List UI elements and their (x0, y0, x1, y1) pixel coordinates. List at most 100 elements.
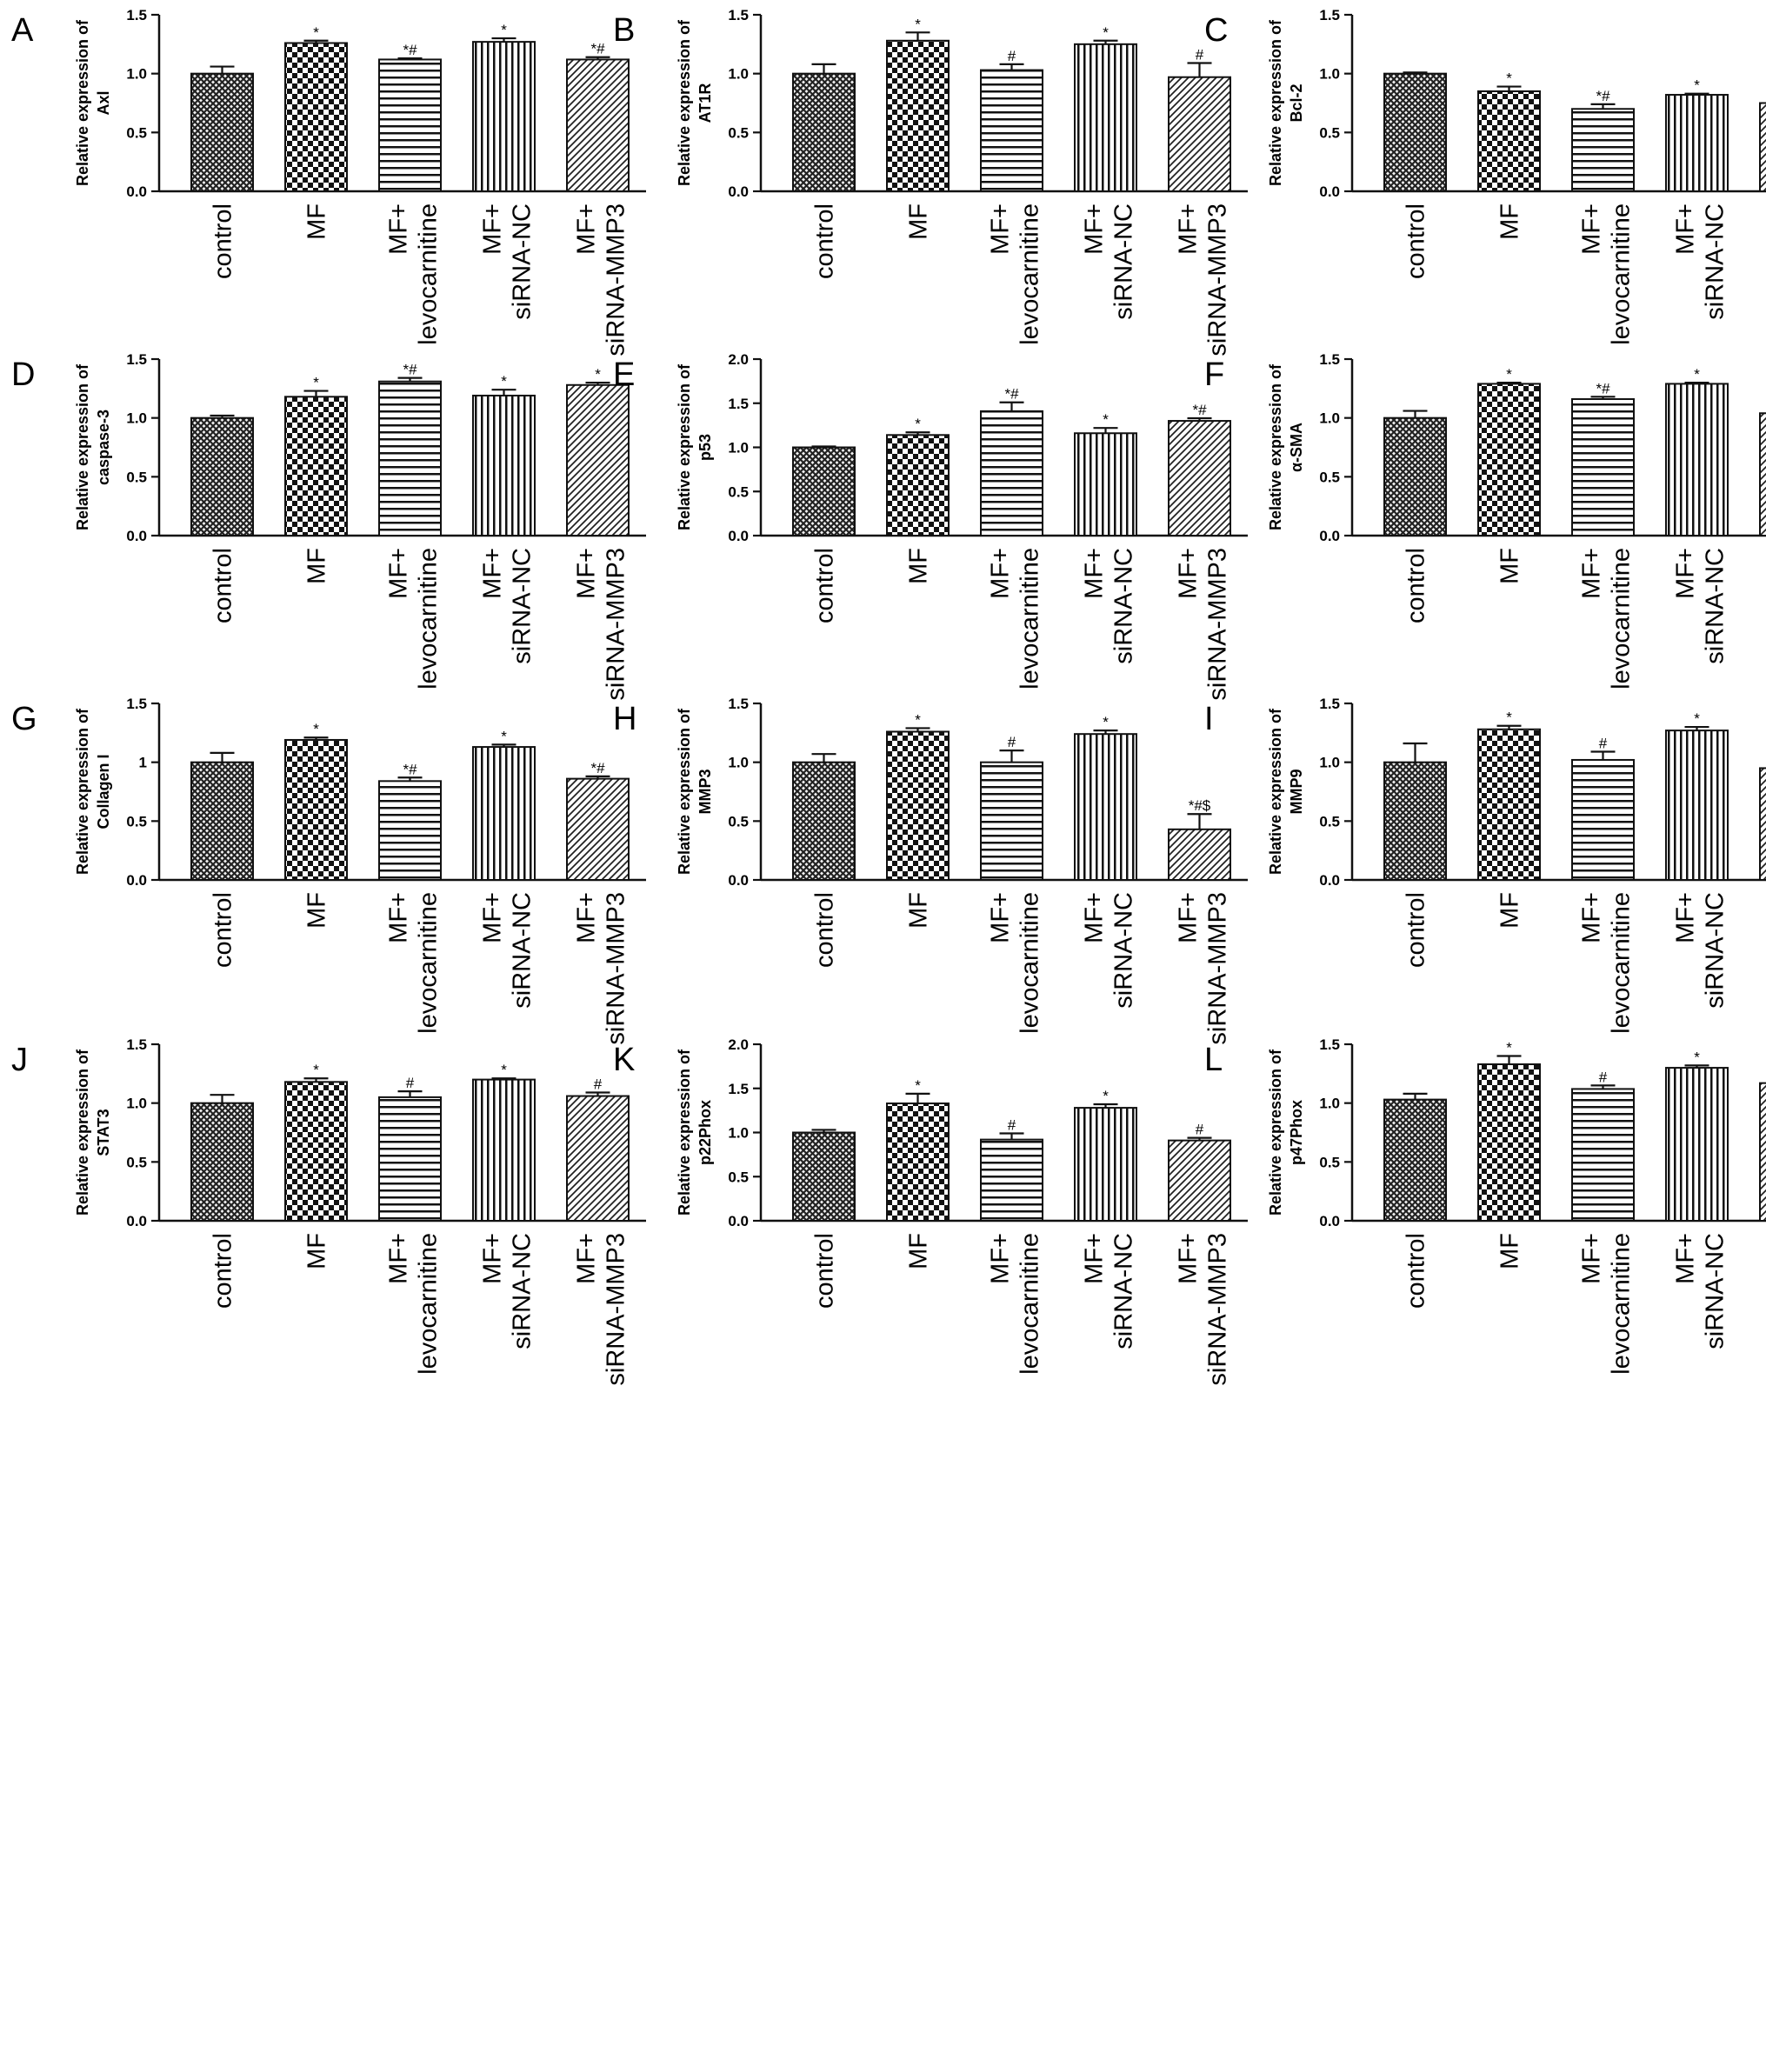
y-axis-title: Relative expression of MMP9 (1267, 708, 1305, 875)
x-tick-label-line: MF+ (987, 203, 1015, 255)
x-tick-label: control (210, 203, 237, 279)
panel-letter: D (11, 356, 35, 393)
x-tick-label: MF+siRNA-NC (479, 548, 536, 664)
x-tick-label-line: MF (303, 548, 331, 584)
bar-l-4 (1760, 1083, 1766, 1221)
x-tick-label: MF+levocarnitine (987, 548, 1044, 690)
significance-mark: # (1008, 1117, 1016, 1134)
panel-g: G 0.0 0.5 1 1.5 Relative expression of Collage… (11, 696, 646, 1045)
x-tick-label-line: MF+ (1175, 1233, 1203, 1284)
x-tick-label-line: MF (303, 1233, 331, 1269)
x-tick-label: MF+siRNA-NC (479, 203, 536, 320)
y-tick-label: 1.0 (728, 755, 749, 771)
x-tick-label-line: MF+ (1578, 203, 1606, 255)
y-tick-label: 0.0 (126, 1213, 147, 1229)
x-tick-label: MF (1496, 548, 1524, 584)
x-tick-label: control (811, 892, 839, 968)
significance-mark: * (1694, 366, 1700, 383)
y-tick-label: 1.5 (126, 7, 147, 23)
x-tick-label: MF+levocarnitine (385, 548, 443, 690)
x-tick-label-line: MF+ (1175, 892, 1203, 943)
x-tick-label: MF+levocarnitine (987, 892, 1044, 1034)
significance-mark: *# (1004, 386, 1019, 403)
y-axis-title-gene: MMP9 (1288, 769, 1305, 814)
bar-f-3 (1666, 383, 1728, 536)
x-tick-label-line: siRNA-NC (509, 1233, 536, 1349)
significance-mark: * (313, 1062, 319, 1078)
y-tick-label: 2.0 (728, 1036, 749, 1053)
y-tick-label: 1 (139, 755, 147, 771)
bar-l-1 (1478, 1064, 1540, 1221)
x-tick-label: MF+siRNA-MMP3 (573, 548, 630, 701)
bar-i-1 (1478, 730, 1540, 880)
y-tick-label: 2.0 (728, 351, 749, 368)
x-tick-label: control (811, 203, 839, 279)
bar-a-1 (285, 43, 347, 191)
significance-mark: * (501, 373, 507, 390)
y-tick-label: 0.0 (126, 183, 147, 200)
x-tick-label: MF+levocarnitine (1578, 892, 1636, 1034)
x-tick-label-line: control (811, 1233, 839, 1309)
x-tick-label-line: MF+ (987, 1233, 1015, 1284)
panel-letter: J (11, 1042, 28, 1078)
x-tick-label: MF+levocarnitine (1578, 548, 1636, 690)
x-tick-label: control (210, 548, 237, 623)
x-tick-label-line: MF (1496, 892, 1524, 929)
significance-mark: * (1694, 710, 1700, 727)
bar-f-4 (1760, 413, 1766, 536)
panel-e: E 0.0 0.5 1.0 1.5 2.0 Relative expression of p5… (613, 351, 1248, 701)
bar-j-2 (379, 1097, 441, 1221)
bar-b-2 (981, 70, 1043, 191)
y-tick-label: 0.0 (1319, 528, 1340, 544)
bar-a-0 (191, 74, 253, 191)
x-tick-label: MF (1496, 892, 1524, 929)
x-tick-label-line: siRNA-NC (1110, 203, 1138, 320)
bar-b-1 (887, 41, 949, 191)
bar-b-4 (1169, 77, 1230, 191)
panel-k: K 0.0 0.5 1.0 1.5 2.0 Relative expression of p2… (613, 1036, 1248, 1386)
significance-mark: * (1103, 714, 1109, 730)
y-tick-label: 1.5 (1319, 1036, 1340, 1053)
x-tick-label-line: MF+ (1578, 548, 1606, 599)
x-tick-label-line: MF+ (385, 203, 413, 255)
x-tick-label-line: MF (303, 892, 331, 929)
y-tick-label: 0.0 (126, 528, 147, 544)
bar-g-3 (473, 747, 535, 880)
bar-d-1 (285, 396, 347, 536)
y-tick-label: 0.0 (1319, 1213, 1340, 1229)
bar-e-1 (887, 435, 949, 536)
y-tick-label: 0.5 (1319, 813, 1340, 829)
x-tick-label: control (1403, 1233, 1430, 1309)
y-axis-title-gene: MMP3 (696, 769, 714, 814)
x-tick-label-line: control (210, 548, 237, 623)
x-tick-label: control (210, 892, 237, 968)
bar-j-0 (191, 1103, 253, 1221)
significance-mark: *# (590, 41, 605, 57)
y-tick-label: 1.5 (728, 696, 749, 712)
y-tick-label: 0.5 (126, 813, 147, 829)
x-tick-label-line: MF (905, 1233, 933, 1269)
y-axis-title-gene: STAT3 (95, 1109, 112, 1156)
x-tick-label-line: siRNA-MMP3 (1204, 1233, 1232, 1386)
bar-l-3 (1666, 1068, 1728, 1221)
x-tick-label-line: control (210, 203, 237, 279)
significance-mark: * (1506, 366, 1512, 383)
x-tick-label-line: MF+ (987, 892, 1015, 943)
panel-letter: G (11, 701, 37, 737)
y-tick-label: 1.0 (126, 66, 147, 83)
significance-mark: * (915, 711, 921, 728)
x-tick-label-line: siRNA-NC (509, 892, 536, 1009)
panel-letter: H (613, 701, 636, 737)
x-tick-label-line: levocarnitine (1608, 203, 1636, 345)
y-axis-title: Relative expression of MMP3 (676, 708, 714, 875)
panel-i: I 0.0 0.5 1.0 1.5 Relative expression of MMP9 c… (1204, 696, 1766, 1045)
y-axis-title-gene: Axl (95, 90, 112, 115)
bar-c-3 (1666, 95, 1728, 191)
y-tick-label: 1.0 (126, 410, 147, 427)
x-tick-label-line: siRNA-NC (1110, 892, 1138, 1009)
x-tick-label: MF (303, 1233, 331, 1269)
x-tick-label-line: siRNA-MMP3 (603, 892, 630, 1045)
panel-letter: L (1204, 1042, 1223, 1078)
y-axis-title-prefix: Relative expression of (676, 1049, 693, 1216)
